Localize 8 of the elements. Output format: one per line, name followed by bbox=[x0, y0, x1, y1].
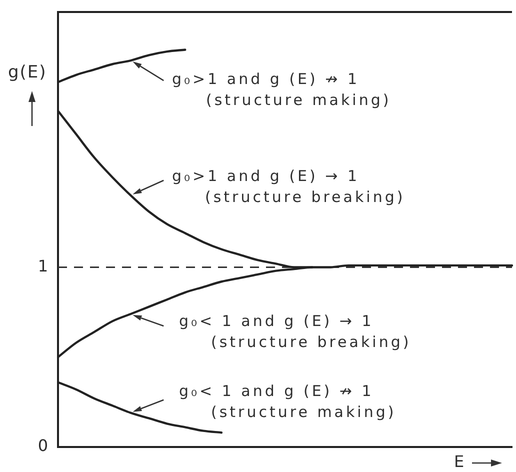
y-axis-title: g(E) bbox=[8, 62, 47, 82]
annotation: g₀< 1 and g (E) → 1 (structure breaking) bbox=[179, 312, 412, 351]
x-axis-title: E bbox=[454, 452, 464, 472]
annotation: g₀>1 and g (E) ↛ 1 (structure making) bbox=[172, 70, 392, 109]
y-tick-label: 0 bbox=[38, 436, 48, 456]
annotation: g₀< 1 and g (E) ↛ 1 (structure making) bbox=[179, 382, 396, 421]
annotation: g₀>1 and g (E) → 1 (structure breaking) bbox=[172, 166, 406, 206]
y-tick-label: 1 bbox=[38, 256, 48, 276]
